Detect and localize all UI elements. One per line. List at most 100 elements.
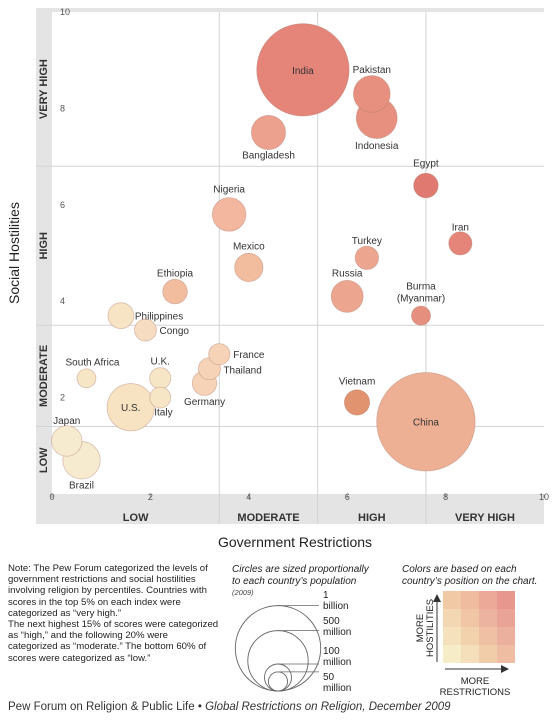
x-band-label: VERY HIGH [455,512,515,524]
x-band-label: LOW [123,512,149,524]
label-india: India [292,66,314,77]
label-iran: Iran [452,222,469,233]
bubble-japan [51,425,83,457]
label-france: France [233,350,265,361]
label-pakistan: Pakistan [353,65,391,76]
size-legend-label: 1 [323,590,329,601]
size-legend-circle [264,663,292,692]
color-legend-title-2: country’s position on the chart. [402,576,537,587]
size-legend-label: 500 [323,616,340,627]
y-band-label: LOW [38,447,50,473]
hostilities-arrowhead [433,594,441,602]
label-thailand: Thailand [223,366,261,377]
color-legend-cell [497,609,515,627]
label-mexico: Mexico [233,241,265,252]
color-legend-cell [443,645,461,663]
bubble-turkey [354,245,379,270]
y-tick-label: 6 [60,200,65,210]
bubble-egypt [413,172,439,199]
color-legend-cell [497,627,515,645]
color-legend-cell [461,591,479,609]
y-tick-label: 10 [60,7,70,17]
label-indonesia: Indonesia [355,141,399,152]
label-u-s-: U.S. [121,403,140,414]
label-turkey: Turkey [352,236,382,247]
y-band-label: HIGH [38,232,50,260]
size-legend-circle [234,605,322,692]
label-burma-myanmar-: Burma [406,282,436,293]
size-legend-title-2: to each country’s population [232,576,357,587]
size-legend-label: 50 [323,672,335,683]
bubble-mexico [234,252,264,283]
label-italy: Italy [154,408,172,419]
y-tick-label: 4 [60,296,65,306]
color-legend-y-label: MORE [415,614,426,643]
footer-source: Pew Forum on Religion & Public Life • Gl… [8,701,451,713]
color-legend-x-label-2: RESTRICTIONS [440,687,511,698]
color-legend-y-label-2: HOSTILITIES [425,599,436,657]
label-bangladesh: Bangladesh [242,151,295,162]
x-band-label: HIGH [358,512,386,524]
y-tick-label: 8 [60,103,65,113]
color-legend-cell [443,609,461,627]
x-tick-label: 4 [246,492,251,502]
bubble-india [256,23,350,117]
color-legend-cell [461,609,479,627]
note-text: Note: The Pew Forum categorized the leve… [8,563,219,664]
bubble-chart: LOW MODERATE HIGH VERY HIGH LOW MODERATE HIGH V… [6,7,549,550]
color-legend-cell [497,591,515,609]
bubble-south-africa [76,368,97,389]
bubble-france [208,343,231,366]
color-legend-x-label: MORE [461,676,490,687]
footer-publisher: Pew Forum on Religion & Public Life • [8,701,206,713]
color-legend-cell [461,627,479,645]
bubble-u-k- [149,367,172,390]
label-japan: Japan [53,416,80,427]
bubble-iran [448,231,473,256]
label-egypt: Egypt [413,159,439,170]
bubble-italy [149,386,172,409]
bubble-bangladesh [251,115,286,150]
label-vietnam: Vietnam [339,376,376,387]
label-congo: Congo [159,326,189,337]
bubble-pakistan [353,75,391,113]
x-tick-label: 2 [148,492,153,502]
color-legend-cell [443,591,461,609]
label-u-k-: U.K. [151,356,170,367]
size-legend-label: 100 [323,646,340,657]
bubble-vietnam [343,389,371,416]
size-legend-year: (2009) [232,588,254,597]
x-tick-label: 10 [539,492,549,502]
size-legend-label-2: million [323,683,351,694]
label-brazil: Brazil [69,480,94,491]
label-south-africa: South Africa [65,357,119,368]
bubble-philippines [107,302,135,330]
label-russia: Russia [332,268,363,279]
color-legend-cell [443,627,461,645]
label-nigeria: Nigeria [213,184,245,195]
label-burma-myanmar--line2: (Myanmar) [397,294,445,305]
bubble-ethiopia [162,278,188,305]
label-china: China [413,418,440,429]
x-axis-title: Government Restrictions [218,534,372,550]
x-band-label: MODERATE [237,512,299,524]
size-legend-circle [247,630,309,692]
bubble-congo [134,318,157,342]
footer-report-title: Global Restrictions on Religion, Decembe… [205,701,451,713]
x-tick-label: 0 [49,492,54,502]
bubble-china [376,372,476,472]
color-legend-title: Colors are based on each [402,564,517,575]
restrictions-arrowhead [501,665,509,673]
color-legend-cell [479,627,497,645]
size-legend-label-2: million [323,657,351,668]
x-tick-label: 8 [443,492,448,502]
color-legend-cell [479,591,497,609]
color-legend-cell [497,645,515,663]
bubble-u-s- [106,383,155,432]
size-legend-circle [268,671,288,692]
size-legend-title: Circles are sized proportionally [232,564,370,575]
y-axis-title: Social Hostilities [6,202,22,304]
label-ethiopia: Ethiopia [157,269,194,280]
bubble-nigeria [211,197,247,232]
